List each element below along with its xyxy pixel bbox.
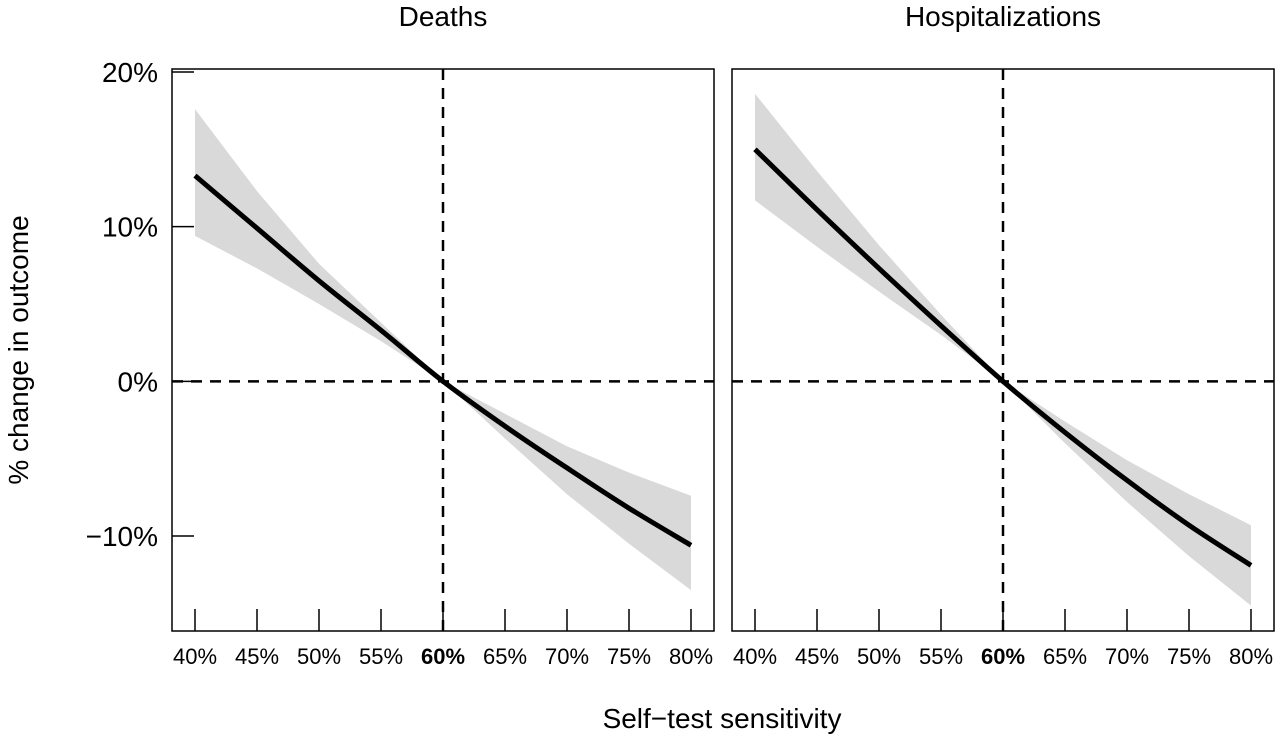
x-tick-label: 65% [1043,644,1087,669]
x-tick-label: 70% [1105,644,1149,669]
x-tick-label: 40% [173,644,217,669]
x-tick-label: 40% [733,644,777,669]
y-tick-label: 20% [102,57,158,88]
x-tick-label: 50% [857,644,901,669]
confidence-band [195,109,691,591]
panel-title: Deaths [399,1,488,32]
series-line [753,147,1253,568]
y-tick-label: 10% [102,212,158,243]
x-tick-label: 45% [235,644,279,669]
x-tick-label: 70% [545,644,589,669]
x-tick-label: 80% [1229,644,1273,669]
x-tick-label: 50% [297,644,341,669]
x-tick-label: 55% [919,644,963,669]
x-tick-label: 80% [669,644,713,669]
x-tick-label: 55% [359,644,403,669]
y-tick-label: −10% [86,521,158,552]
x-tick-label: 60% [421,644,465,669]
y-tick-label: 0% [118,366,158,397]
series-line [193,173,693,548]
x-axis-label: Self−test sensitivity [603,703,842,734]
x-tick-label: 75% [1167,644,1211,669]
y-axis-label: % change in outcome [3,215,34,484]
panel-title: Hospitalizations [905,1,1101,32]
x-tick-label: 45% [795,644,839,669]
x-tick-label: 75% [607,644,651,669]
x-tick-label: 65% [483,644,527,669]
x-tick-label: 60% [981,644,1025,669]
